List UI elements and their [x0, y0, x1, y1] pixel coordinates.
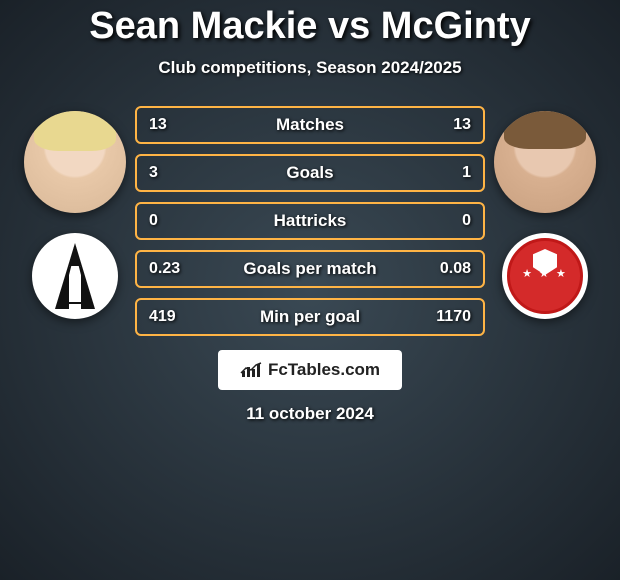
right-column: [485, 106, 605, 319]
stats-table: 13 Matches 13 3 Goals 1 0 Hattricks 0 0.…: [135, 106, 485, 336]
stat-right: 13: [431, 116, 471, 134]
player-right-photo: [494, 111, 596, 213]
date-label: 11 october 2024: [246, 404, 374, 424]
subtitle: Club competitions, Season 2024/2025: [158, 58, 461, 78]
stat-right: 0.08: [431, 260, 471, 278]
stat-row-goals: 3 Goals 1: [135, 154, 485, 192]
chart-icon: [240, 361, 262, 379]
stat-left: 0: [149, 212, 189, 230]
stat-right: 0: [431, 212, 471, 230]
stat-right: 1: [431, 164, 471, 182]
comparison-card: Sean Mackie vs McGinty Club competitions…: [0, 0, 620, 424]
stat-right: 1170: [431, 308, 471, 326]
main-row: 13 Matches 13 3 Goals 1 0 Hattricks 0 0.…: [0, 106, 620, 336]
club-right-icon: [507, 238, 583, 314]
club-left-icon: [45, 241, 105, 311]
stat-left: 3: [149, 164, 189, 182]
branding-badge: FcTables.com: [218, 350, 402, 390]
branding-text: FcTables.com: [268, 360, 380, 380]
stat-row-gpm: 0.23 Goals per match 0.08: [135, 250, 485, 288]
stat-left: 0.23: [149, 260, 189, 278]
page-title: Sean Mackie vs McGinty: [89, 5, 530, 48]
stat-row-mpg: 419 Min per goal 1170: [135, 298, 485, 336]
stat-left: 419: [149, 308, 189, 326]
stat-row-hattricks: 0 Hattricks 0: [135, 202, 485, 240]
player-left-photo: [24, 111, 126, 213]
club-left-badge: [32, 233, 118, 319]
left-column: [15, 106, 135, 319]
stat-left: 13: [149, 116, 189, 134]
stat-row-matches: 13 Matches 13: [135, 106, 485, 144]
club-right-badge: [502, 233, 588, 319]
